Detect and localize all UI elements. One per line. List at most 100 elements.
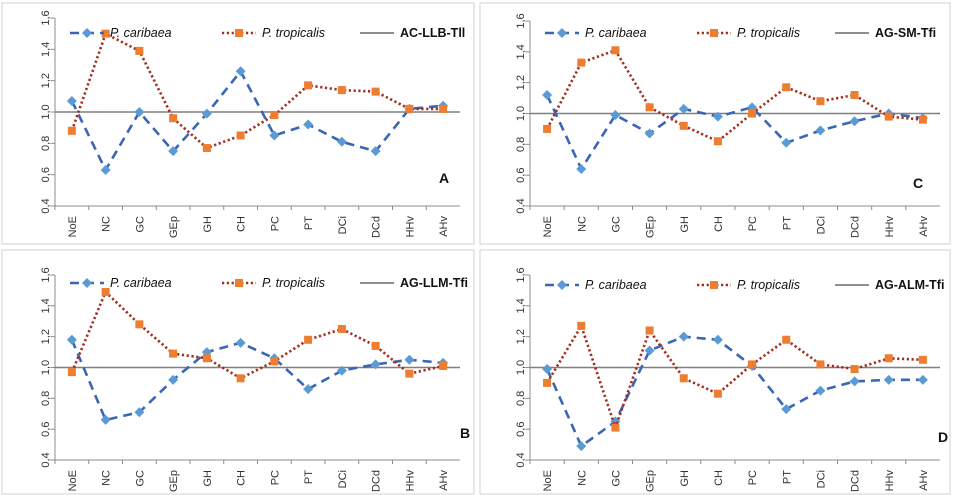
- data-point-p-caribaea: [235, 66, 246, 77]
- y-tick-label: 1,0: [40, 104, 52, 119]
- data-point-p-tropicalis: [304, 335, 313, 344]
- legend-label-p-caribaea: P. caribaea: [110, 276, 172, 290]
- data-point-p-tropicalis: [337, 324, 346, 333]
- data-point-p-tropicalis: [439, 361, 448, 370]
- y-tick-label: 1,2: [40, 73, 52, 88]
- y-tick-label: 1,0: [40, 360, 52, 375]
- data-point-p-tropicalis: [236, 374, 245, 383]
- legend-label-p-caribaea: P. caribaea: [585, 278, 647, 292]
- data-point-p-tropicalis: [67, 126, 76, 135]
- x-tick-label: AHv: [438, 216, 450, 237]
- series-line-p-tropicalis: [545, 48, 924, 143]
- data-point-p-tropicalis: [405, 104, 414, 113]
- x-tick-label: GEp: [645, 470, 657, 492]
- data-point-p-caribaea: [712, 334, 723, 345]
- chart-panel-a: 0,4 0,6 0,8 1,0 1,2 1,4 1,6 NoE NC GC GEp GH CH PC PT D…: [1, 2, 475, 245]
- data-point-p-caribaea: [576, 164, 587, 174]
- data-point-p-caribaea: [576, 441, 587, 452]
- data-point-p-tropicalis: [748, 360, 757, 369]
- data-point-p-tropicalis: [679, 374, 688, 383]
- data-point-p-tropicalis: [816, 360, 825, 369]
- data-point-p-caribaea: [815, 385, 826, 396]
- data-point-p-tropicalis: [884, 112, 893, 121]
- data-point-p-tropicalis: [371, 87, 380, 96]
- x-tick-label: DCd: [850, 470, 862, 492]
- x-tick-label: CH: [236, 216, 248, 232]
- x-tick-label: PC: [747, 216, 759, 231]
- data-point-p-caribaea: [404, 354, 415, 365]
- data-point-p-tropicalis: [884, 354, 893, 363]
- x-tick-label: NoE: [67, 470, 79, 491]
- data-point-p-tropicalis: [577, 58, 586, 67]
- data-point-p-tropicalis: [405, 369, 414, 378]
- y-tick-label: 1,4: [515, 298, 527, 313]
- y-tick-label: 0,4: [40, 452, 52, 467]
- legend-label-p-tropicalis: P. tropicalis: [737, 278, 800, 292]
- x-tick-label: HHv: [404, 216, 416, 238]
- data-point-p-caribaea: [815, 125, 826, 136]
- data-point-p-caribaea: [610, 110, 621, 121]
- data-point-p-caribaea: [678, 103, 689, 114]
- panel-frame: [479, 2, 951, 245]
- data-point-p-caribaea: [644, 128, 655, 139]
- y-tick-label: 0,6: [515, 168, 527, 183]
- panel-label: A: [439, 170, 449, 186]
- x-tick-label: NC: [101, 470, 113, 486]
- y-tick-label: 1,6: [515, 267, 527, 282]
- x-tick-label: GEp: [168, 470, 180, 492]
- x-tick-label: PC: [747, 470, 759, 485]
- x-tick-label: HHv: [884, 216, 896, 238]
- data-point-p-caribaea: [100, 414, 111, 425]
- x-tick-label: PT: [781, 470, 793, 484]
- data-point-p-caribaea: [336, 365, 347, 376]
- data-point-p-tropicalis: [748, 109, 757, 118]
- data-point-p-tropicalis: [850, 365, 859, 374]
- data-point-p-caribaea: [201, 108, 212, 119]
- panel-label: B: [460, 425, 470, 441]
- legend-label-reference: AC-LLB-Tll: [400, 26, 465, 40]
- data-point-p-caribaea: [678, 331, 689, 342]
- series-line-p-tropicalis: [70, 290, 444, 380]
- data-point-p-caribaea: [269, 130, 280, 141]
- data-point-p-tropicalis: [543, 124, 552, 133]
- y-tick-label: 0,6: [515, 422, 527, 437]
- data-point-p-caribaea: [849, 116, 860, 127]
- data-point-p-caribaea: [542, 90, 553, 100]
- data-point-p-tropicalis: [577, 321, 586, 330]
- x-tick-label: HHv: [404, 470, 416, 492]
- data-point-p-caribaea: [712, 111, 723, 122]
- x-tick-label: DCd: [371, 216, 383, 238]
- data-point-p-tropicalis: [850, 91, 859, 99]
- data-point-p-tropicalis: [543, 378, 552, 387]
- data-point-p-caribaea: [370, 146, 381, 157]
- x-tick-label: DCi: [815, 216, 827, 234]
- chart-panel-c: 0,4 0,6 0,8 1,0 1,2 1,4 1,6 NoE NC GC GEp GH CH PC PT D…: [479, 2, 951, 245]
- y-tick-label: 0,4: [515, 198, 527, 213]
- legend-label-p-tropicalis: P. tropicalis: [262, 26, 325, 40]
- x-tick-label: GEp: [645, 216, 657, 238]
- data-point-p-tropicalis: [169, 349, 178, 358]
- x-tick-label: NC: [576, 470, 588, 486]
- x-tick-label: DCi: [815, 470, 827, 488]
- y-tick-label: 0,4: [515, 452, 527, 467]
- data-point-p-tropicalis: [713, 389, 722, 398]
- x-tick-label: GC: [610, 470, 622, 487]
- series-line-p-caribaea: [70, 70, 444, 172]
- data-point-p-tropicalis: [236, 131, 245, 140]
- data-point-p-tropicalis: [101, 287, 110, 296]
- x-tick-label: AHv: [918, 470, 930, 491]
- legend-label-reference: AG-LLM-Tfi: [400, 276, 468, 290]
- x-tick-label: DCd: [850, 216, 862, 238]
- legend-marker-p-caribaea: [82, 28, 92, 38]
- series-line-p-tropicalis: [545, 324, 923, 429]
- legend-marker-p-tropicalis: [235, 279, 243, 287]
- x-tick-label: GH: [202, 216, 214, 233]
- data-point-p-tropicalis: [101, 29, 110, 38]
- series-line-p-caribaea: [545, 94, 924, 171]
- x-tick-label: NC: [576, 216, 588, 232]
- data-point-p-tropicalis: [67, 368, 76, 377]
- data-point-p-caribaea: [336, 136, 347, 147]
- data-point-p-caribaea: [303, 384, 314, 395]
- data-point-p-tropicalis: [918, 355, 927, 364]
- data-point-p-tropicalis: [135, 320, 144, 329]
